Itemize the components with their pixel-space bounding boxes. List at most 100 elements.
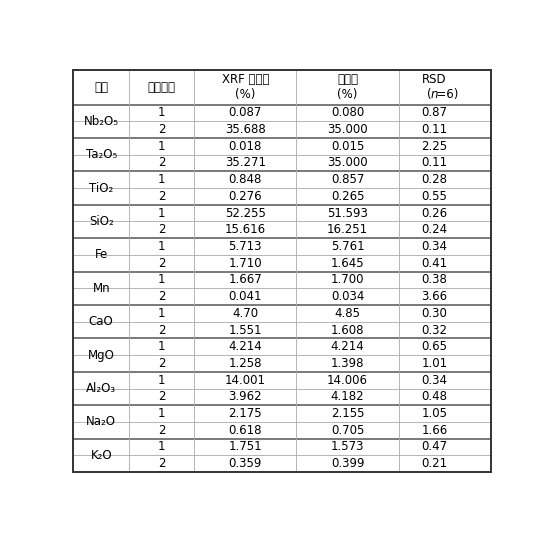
Text: 2: 2 [158, 257, 166, 270]
Text: 35.000: 35.000 [327, 123, 368, 136]
Text: 1: 1 [158, 440, 166, 454]
Text: 4.85: 4.85 [334, 307, 361, 320]
Text: 1: 1 [158, 207, 166, 219]
Text: 0.087: 0.087 [229, 106, 262, 119]
Text: 1.710: 1.710 [228, 257, 262, 270]
Text: 0.015: 0.015 [331, 140, 364, 153]
Text: 1: 1 [158, 340, 166, 353]
Text: 1: 1 [158, 373, 166, 387]
Text: 0.38: 0.38 [421, 273, 447, 286]
Text: 1.01: 1.01 [421, 357, 447, 370]
Text: 35.000: 35.000 [327, 156, 368, 170]
Text: 0.034: 0.034 [331, 290, 364, 303]
Text: 2: 2 [158, 457, 166, 470]
Text: 4.214: 4.214 [331, 340, 365, 353]
Text: 4.214: 4.214 [228, 340, 262, 353]
Text: 1: 1 [158, 407, 166, 420]
Text: 0.276: 0.276 [228, 190, 262, 203]
Text: =6): =6) [434, 88, 459, 102]
Text: 5.713: 5.713 [229, 240, 262, 253]
Text: 0.34: 0.34 [421, 240, 447, 253]
Text: Mn: Mn [92, 282, 110, 295]
Text: 2: 2 [158, 190, 166, 203]
Text: 2: 2 [158, 357, 166, 370]
Text: 1.258: 1.258 [229, 357, 262, 370]
Text: 1.05: 1.05 [421, 407, 447, 420]
Text: Na₂O: Na₂O [86, 415, 116, 429]
Text: SiO₂: SiO₂ [89, 215, 114, 228]
Text: 0.26: 0.26 [421, 207, 447, 219]
Text: 0.24: 0.24 [421, 223, 447, 236]
Text: 2: 2 [158, 290, 166, 303]
Text: TiO₂: TiO₂ [89, 181, 113, 195]
Text: 0.359: 0.359 [229, 457, 262, 470]
Text: Ta₂O₅: Ta₂O₅ [86, 148, 117, 161]
Text: 4.70: 4.70 [232, 307, 258, 320]
Text: CaO: CaO [89, 315, 114, 328]
Text: 0.848: 0.848 [229, 173, 262, 186]
Text: 元素: 元素 [94, 81, 108, 94]
Text: 1.645: 1.645 [331, 257, 365, 270]
Text: K₂O: K₂O [90, 449, 112, 462]
Text: 2.155: 2.155 [331, 407, 365, 420]
Text: 0.30: 0.30 [421, 307, 447, 320]
Text: 2: 2 [158, 223, 166, 236]
Text: 0.21: 0.21 [421, 457, 447, 470]
Text: (%): (%) [235, 88, 256, 102]
Text: 5.761: 5.761 [331, 240, 365, 253]
Text: 0.87: 0.87 [421, 106, 447, 119]
Text: 1: 1 [158, 307, 166, 320]
Text: 1: 1 [158, 273, 166, 286]
Text: 0.47: 0.47 [421, 440, 447, 454]
Text: n: n [431, 88, 438, 102]
Text: 0.265: 0.265 [331, 190, 365, 203]
Text: XRF 测定值: XRF 测定值 [222, 73, 269, 87]
Text: 15.616: 15.616 [225, 223, 266, 236]
Text: 1.398: 1.398 [331, 357, 365, 370]
Text: 1: 1 [158, 106, 166, 119]
Text: 3.66: 3.66 [421, 290, 447, 303]
Text: 2.25: 2.25 [421, 140, 447, 153]
Text: 3.962: 3.962 [228, 391, 262, 403]
Text: RSD: RSD [422, 73, 447, 87]
Text: 2: 2 [158, 424, 166, 437]
Text: 0.018: 0.018 [229, 140, 262, 153]
Text: 51.593: 51.593 [327, 207, 368, 219]
Text: 1.66: 1.66 [421, 424, 448, 437]
Text: 35.688: 35.688 [225, 123, 266, 136]
Text: 1: 1 [158, 173, 166, 186]
Text: 样品编号: 样品编号 [148, 81, 176, 94]
Text: 0.080: 0.080 [331, 106, 364, 119]
Text: 52.255: 52.255 [225, 207, 266, 219]
Text: 14.001: 14.001 [225, 373, 266, 387]
Text: Fe: Fe [95, 248, 108, 262]
Text: 2: 2 [158, 156, 166, 170]
Text: 35.271: 35.271 [225, 156, 266, 170]
Text: 0.34: 0.34 [421, 373, 447, 387]
Text: 0.48: 0.48 [421, 391, 447, 403]
Text: 2: 2 [158, 123, 166, 136]
Text: 1: 1 [158, 140, 166, 153]
Text: 1: 1 [158, 240, 166, 253]
Text: 0.32: 0.32 [421, 324, 447, 337]
Text: (%): (%) [338, 88, 358, 102]
Text: 1.551: 1.551 [229, 324, 262, 337]
Text: 1.667: 1.667 [228, 273, 262, 286]
Text: 0.041: 0.041 [229, 290, 262, 303]
Text: 1.608: 1.608 [331, 324, 365, 337]
Text: 0.705: 0.705 [331, 424, 364, 437]
Text: 2.175: 2.175 [228, 407, 262, 420]
Text: 0.55: 0.55 [421, 190, 447, 203]
Text: 4.182: 4.182 [331, 391, 365, 403]
Text: (: ( [427, 88, 435, 102]
Text: MgO: MgO [88, 349, 114, 362]
Text: Nb₂O₅: Nb₂O₅ [84, 114, 119, 128]
Text: 0.11: 0.11 [421, 123, 447, 136]
Text: 16.251: 16.251 [327, 223, 369, 236]
Text: 0.857: 0.857 [331, 173, 364, 186]
Text: 0.399: 0.399 [331, 457, 365, 470]
Text: 0.28: 0.28 [421, 173, 447, 186]
Text: 2: 2 [158, 391, 166, 403]
Text: 0.618: 0.618 [229, 424, 262, 437]
Text: 2: 2 [158, 324, 166, 337]
